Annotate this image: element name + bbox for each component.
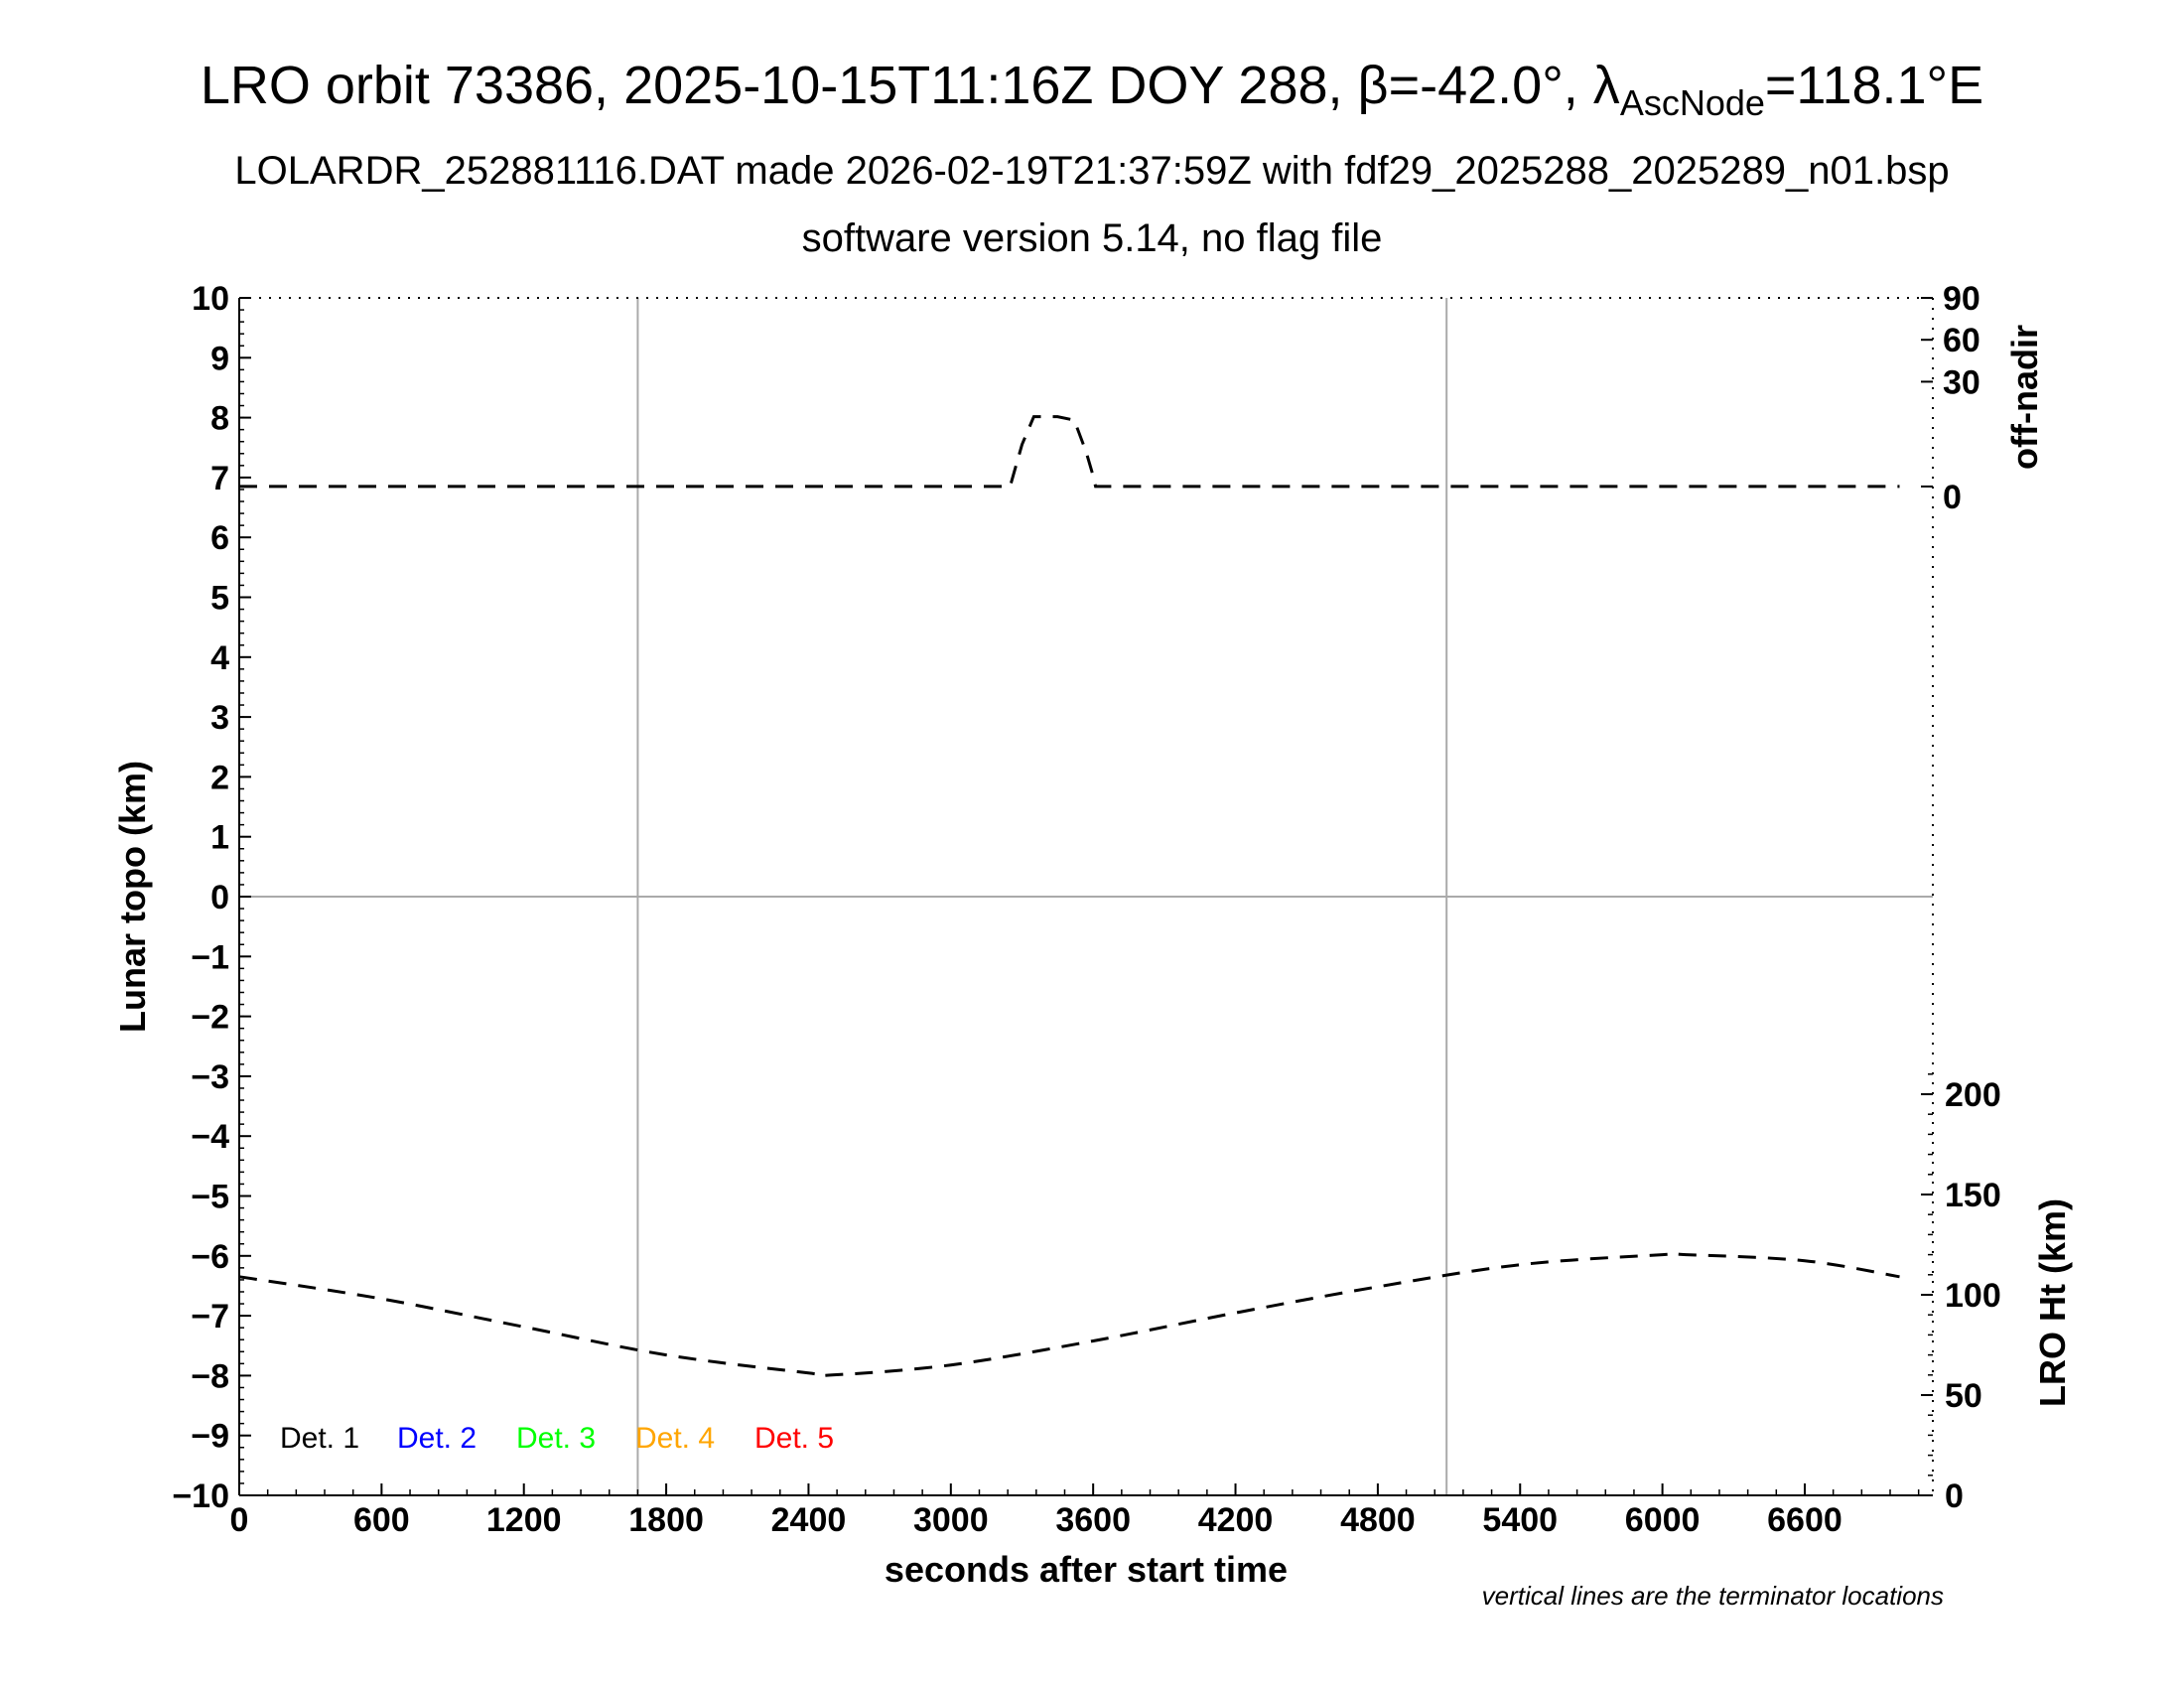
- x-tick-label: 4800: [1340, 1501, 1416, 1539]
- y-left-tick-label: −8: [191, 1357, 229, 1395]
- y-right-bottom-tick-label: 0: [1945, 1477, 1964, 1515]
- y-left-tick-label: 0: [210, 879, 229, 916]
- y-axis-title-left: Lunar topo (km): [112, 761, 153, 1033]
- y-right-top-tick-label: 0: [1943, 479, 1962, 516]
- x-tick-label: 4200: [1198, 1501, 1274, 1539]
- y-left-tick-label: −2: [191, 999, 229, 1037]
- y-right-top-tick-label: 30: [1943, 363, 1980, 401]
- y-left-tick-label: −3: [191, 1058, 229, 1096]
- series-layer: [238, 415, 1900, 1378]
- legend-item-det-2: Det. 2: [397, 1422, 477, 1455]
- legend-item-det-5: Det. 5: [754, 1422, 834, 1455]
- y-right-bottom-tick-label: 150: [1945, 1177, 2001, 1214]
- x-tick-label: 6000: [1625, 1501, 1701, 1539]
- x-tick-label: 6600: [1767, 1501, 1843, 1539]
- y-left-tick-label: 6: [210, 519, 229, 557]
- chart-subtitle-software: software version 5.14, no flag file: [801, 216, 1383, 260]
- chart-subtitle-file: LOLARDR_252881116.DAT made 2026-02-19T21…: [234, 149, 1950, 193]
- y-axis-title-off-nadir: off-nadir: [2004, 325, 2045, 470]
- terminator-footnote: vertical lines are the terminator locati…: [1482, 1581, 1944, 1611]
- legend-item-det-4: Det. 4: [635, 1422, 715, 1455]
- x-tick-label: 600: [353, 1501, 410, 1539]
- x-axis-title: seconds after start time: [885, 1549, 1288, 1590]
- off-nadir-series-line: [239, 415, 1900, 489]
- legend-item-det-3: Det. 3: [516, 1422, 596, 1455]
- y-left-tick-label: 5: [210, 580, 229, 618]
- y-left-tick-label: −10: [172, 1477, 229, 1515]
- y-left-tick-label: 1: [210, 819, 229, 857]
- y-left-tick-label: −7: [191, 1298, 229, 1336]
- grid-layer: [239, 298, 1933, 1495]
- x-tick-label: 0: [230, 1501, 249, 1539]
- y-left-tick-label: 10: [192, 280, 229, 318]
- y-left-tick-label: −1: [191, 938, 229, 976]
- y-left-tick-label: 8: [210, 400, 229, 438]
- chart-title-main: LRO orbit 73386, 2025-10-15T11:16Z DOY 2…: [200, 56, 1620, 115]
- y-left-tick-label: −4: [191, 1118, 229, 1156]
- y-right-bottom-tick-label: 50: [1945, 1377, 1982, 1415]
- y-left-tick-label: −6: [191, 1238, 229, 1276]
- x-tick-label: 2400: [771, 1501, 847, 1539]
- chart-title-subscript: AscNode: [1619, 81, 1765, 123]
- lro-height-series-line: [238, 1252, 1900, 1378]
- y-left-tick-label: −9: [191, 1418, 229, 1456]
- y-right-bottom-tick-label: 100: [1945, 1277, 2001, 1315]
- y-left-tick-label: 7: [210, 460, 229, 497]
- y-left-tick-label: −5: [191, 1179, 229, 1216]
- y-right-bottom-tick-label: 200: [1945, 1076, 2001, 1114]
- legend-item-det-1: Det. 1: [280, 1422, 359, 1455]
- tick-layer: [238, 297, 1933, 1496]
- y-left-tick-label: 4: [210, 639, 229, 677]
- x-tick-label: 1800: [628, 1501, 704, 1539]
- y-axis-title-lro-ht: LRO Ht (km): [2032, 1198, 2073, 1407]
- y-left-tick-label: 2: [210, 759, 229, 796]
- y-left-tick-label: 9: [210, 340, 229, 377]
- x-tick-label: 3600: [1055, 1501, 1131, 1539]
- y-left-tick-label: 3: [210, 699, 229, 737]
- x-tick-label: 5400: [1482, 1501, 1558, 1539]
- x-tick-label: 3000: [913, 1501, 989, 1539]
- y-right-top-tick-label: 90: [1943, 280, 1980, 318]
- y-right-top-tick-label: 60: [1943, 322, 1980, 359]
- chart-title-end: =118.1°E: [1764, 56, 1984, 115]
- legend-layer: Det. 1 Det. 2 Det. 3 Det. 4 Det. 5: [280, 1422, 834, 1455]
- chart-title: LRO orbit 73386, 2025-10-15T11:16Z DOY 2…: [0, 55, 2184, 124]
- x-tick-label: 1200: [486, 1501, 562, 1539]
